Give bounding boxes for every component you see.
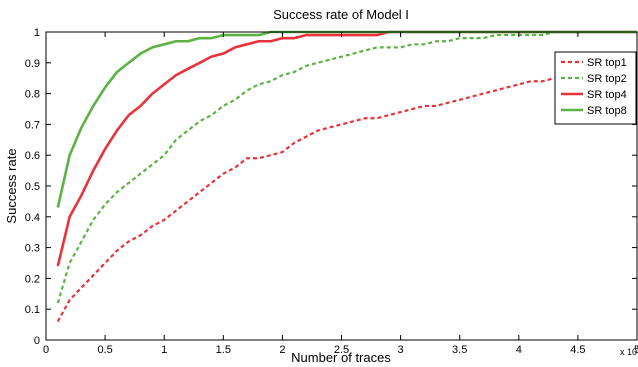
legend-label: SR top1 bbox=[587, 57, 627, 69]
x-multiplier-label: x 105 bbox=[620, 346, 638, 357]
x-tick-label: 2 bbox=[279, 344, 285, 356]
legend-label: SR top2 bbox=[587, 73, 627, 85]
y-tick-label: 0.3 bbox=[25, 243, 40, 255]
x-tick-label: 1 bbox=[161, 344, 167, 356]
x-axis-title: Number of traces bbox=[291, 350, 391, 365]
ticks-layer: 0 0.5 1 1.5 2 2.5 3 3.5 4 4.5 5 0 0.1 0.2 0.3 0.4 0.5 0.6… bbox=[25, 27, 638, 356]
x-tick-label: 1.5 bbox=[216, 344, 231, 356]
chart-title: Success rate of Model I bbox=[273, 7, 409, 22]
y-axis-title: Success rate bbox=[4, 148, 19, 223]
y-tick-label: 0 bbox=[34, 335, 40, 347]
y-tick-label: 0.8 bbox=[25, 89, 40, 101]
y-tick-label: 0.1 bbox=[25, 304, 40, 316]
x-multiplier-base: x 10 bbox=[620, 347, 637, 357]
legend-label: SR top4 bbox=[587, 89, 627, 101]
series-line-sr-top2 bbox=[56, 30, 637, 304]
y-tick-label: 0.4 bbox=[25, 212, 40, 224]
y-tick-label: 0.5 bbox=[25, 181, 40, 193]
x-tick-label: 0 bbox=[43, 344, 49, 356]
y-tick-label: 1 bbox=[34, 27, 40, 39]
x-tick-label: 3 bbox=[398, 344, 404, 356]
y-tick-label: 0.7 bbox=[25, 119, 40, 131]
x-tick-label: 2.5 bbox=[334, 344, 349, 356]
y-tick-label: 0.2 bbox=[25, 273, 40, 285]
x-tick-label: 3.5 bbox=[452, 344, 467, 356]
legend-label: SR top8 bbox=[587, 105, 627, 117]
y-tick-label: 0.6 bbox=[25, 150, 40, 162]
y-tick-label: 0.9 bbox=[25, 58, 40, 70]
x-tick-label: 4.5 bbox=[570, 344, 585, 356]
legend: SR top1 SR top2 SR top4 SR top8 bbox=[554, 51, 637, 125]
plot-area bbox=[46, 32, 637, 340]
x-tick-label: 5 bbox=[634, 344, 638, 356]
x-tick-label: 4 bbox=[516, 344, 522, 356]
legend-box bbox=[554, 51, 637, 125]
x-tick-label: 0.5 bbox=[97, 344, 112, 356]
